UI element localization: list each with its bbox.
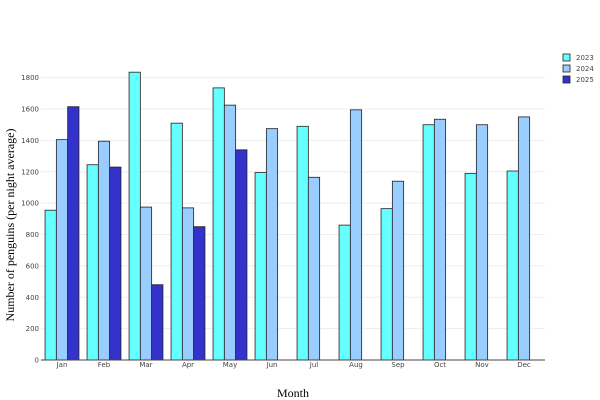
bar-2025-mar — [151, 284, 164, 361]
x-tick-label: Jul — [309, 361, 319, 369]
bar-2024-may — [223, 104, 237, 361]
bar-2024-aug — [349, 109, 363, 361]
bar-2024-jan — [55, 139, 69, 361]
bar-2023-dec — [506, 170, 519, 361]
grid — [41, 77, 545, 330]
y-tick-label: 1200 — [21, 168, 39, 176]
y-tick-label: 1600 — [21, 106, 39, 114]
x-tick-label: May — [223, 361, 237, 369]
legend: 2023 2024 2025 — [562, 53, 594, 84]
y-tick-label: 0 — [35, 357, 39, 365]
bar-2023-nov — [464, 172, 477, 361]
y-tick-label: 1000 — [21, 200, 39, 208]
bar-2023-may — [212, 87, 225, 361]
legend-swatch-2023[interactable] — [562, 53, 571, 62]
y-tick-label: 400 — [26, 294, 39, 302]
bar-2023-aug — [338, 224, 351, 361]
x-tick-label: Mar — [139, 361, 152, 369]
legend-swatch-2025[interactable] — [562, 75, 571, 84]
bar-2024-dec — [517, 116, 531, 361]
y-tick-label: 200 — [26, 325, 39, 333]
legend-label-2023[interactable]: 2023 — [576, 54, 594, 62]
bar-2023-jul — [296, 125, 309, 361]
legend-label-2025[interactable]: 2025 — [576, 76, 594, 84]
bar-2023-apr — [170, 122, 183, 361]
bar-2024-jul — [307, 176, 321, 361]
x-tick-label: Apr — [182, 361, 194, 369]
bar-2024-sep — [391, 180, 405, 361]
bar-2023-mar — [128, 71, 141, 361]
x-tick-label: Sep — [391, 361, 405, 369]
x-tick-label: Jun — [266, 361, 278, 369]
bar-2024-jun — [265, 128, 279, 361]
legend-swatch-2024[interactable] — [562, 64, 571, 73]
bar-2025-feb — [109, 166, 122, 361]
y-tick-label: 1400 — [21, 137, 39, 145]
bar-2023-oct — [422, 124, 435, 361]
y-tick-label: 600 — [26, 262, 39, 270]
x-axis-title: Month — [277, 386, 309, 400]
y-axis-title: Number of penguins (per night average) — [3, 129, 17, 322]
bar-2024-mar — [139, 206, 153, 361]
x-tick-label: Nov — [475, 361, 489, 369]
x-tick-label: Feb — [98, 361, 111, 369]
bar-2023-jun — [254, 172, 267, 361]
bar-2024-oct — [433, 118, 447, 361]
x-tick-label: Jan — [56, 361, 68, 369]
x-tick-label: Aug — [349, 361, 363, 369]
x-tick-label: Dec — [517, 361, 531, 369]
y-tick-label: 1800 — [21, 74, 39, 82]
bar-2024-feb — [97, 140, 111, 361]
bar-2023-sep — [380, 208, 393, 361]
axes: 0 200 400 600 800 1000 1200 1400 1600 1800 Jan Feb M… — [21, 74, 545, 369]
bar-2025-may — [235, 149, 248, 361]
bar-2025-jan — [67, 106, 80, 361]
y-tick-label: 800 — [26, 231, 39, 239]
bar-2024-apr — [181, 207, 195, 361]
x-tick-label: Oct — [434, 361, 446, 369]
bar-2023-feb — [86, 164, 99, 361]
bar-2023-jan — [44, 209, 57, 361]
bar-2024-nov — [475, 124, 489, 361]
bar-2025-apr — [193, 226, 206, 361]
bars — [44, 71, 531, 361]
legend-label-2024[interactable]: 2024 — [576, 65, 594, 73]
